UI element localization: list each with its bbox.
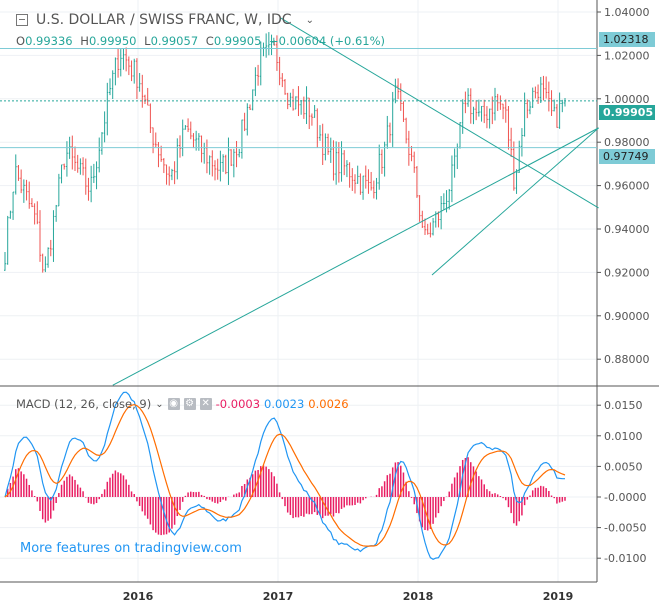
chevron-down-icon[interactable]: ⌄: [155, 398, 164, 410]
promo-link[interactable]: More features on tradingview.com: [20, 541, 242, 556]
y-tick-label: 0.94000: [604, 223, 650, 236]
low-value: 0.99057: [150, 34, 199, 48]
y-tick-label: 1.00000: [604, 93, 650, 106]
y-tick-label: 0.88000: [604, 353, 650, 366]
high-value: 0.99950: [88, 34, 137, 48]
low-label: L: [144, 34, 151, 48]
chevron-down-icon[interactable]: ⌄: [305, 14, 314, 26]
trend-line: [431, 127, 599, 276]
macd-tick-label: -0.0050: [604, 522, 646, 535]
y-tick-label: 0.90000: [604, 310, 650, 323]
price-tag-last: 0.99905: [599, 105, 655, 120]
macd-hist-value: -0.0003: [215, 397, 261, 411]
ohlc-legend: O0.99336 H0.99950 L0.99057 C0.99905 +0.0…: [16, 34, 389, 48]
gear-icon[interactable]: ⚙: [183, 398, 196, 410]
high-label: H: [80, 34, 89, 48]
x-tick-label: 2018: [403, 590, 434, 603]
y-tick-label: 0.98000: [604, 136, 650, 149]
x-tick-label: 2016: [123, 590, 154, 603]
change-value: +0.00604 (+0.61%): [269, 34, 386, 48]
price-tag-upper: 1.02318: [599, 32, 655, 47]
macd-tick-label: 0.0100: [604, 430, 643, 443]
y-tick-label: 1.02000: [604, 49, 650, 62]
macd-signal-value: 0.0026: [308, 397, 349, 411]
open-value: 0.99336: [25, 34, 73, 48]
trend-line: [280, 17, 599, 209]
symbol-title[interactable]: U.S. DOLLAR / SWISS FRANC, W, IDC: [36, 12, 292, 28]
y-tick-label: 0.96000: [604, 180, 650, 193]
open-label: O: [16, 34, 26, 48]
macd-tick-label: -0.0100: [604, 552, 646, 565]
collapse-icon[interactable]: [16, 14, 28, 26]
macd-line: [4, 391, 565, 560]
macd-legend: MACD (12, 26, close, 9) ⌄ ◉ ⚙ ✕ -0.0003 …: [16, 397, 349, 411]
macd-title[interactable]: MACD (12, 26, close, 9): [16, 397, 152, 411]
signal-line: [4, 403, 566, 547]
trend-line: [112, 127, 599, 386]
macd-value: 0.0023: [264, 397, 305, 411]
price-tag-lower: 0.97749: [599, 149, 655, 164]
eye-icon[interactable]: ◉: [167, 398, 180, 410]
macd-tick-label: 0.0050: [604, 460, 643, 473]
macd-tick-label: -0.0000: [604, 491, 646, 504]
close-label: C: [205, 34, 214, 48]
x-tick-label: 2019: [543, 590, 574, 603]
x-tick-label: 2017: [263, 590, 294, 603]
close-icon[interactable]: ✕: [199, 398, 212, 410]
y-tick-label: 1.04000: [604, 6, 650, 19]
chart-title-bar: U.S. DOLLAR / SWISS FRANC, W, IDC ⌄: [16, 12, 314, 28]
y-tick-label: 0.92000: [604, 266, 650, 279]
close-value: 0.99905: [213, 34, 262, 48]
macd-tick-label: 0.0150: [604, 399, 643, 412]
